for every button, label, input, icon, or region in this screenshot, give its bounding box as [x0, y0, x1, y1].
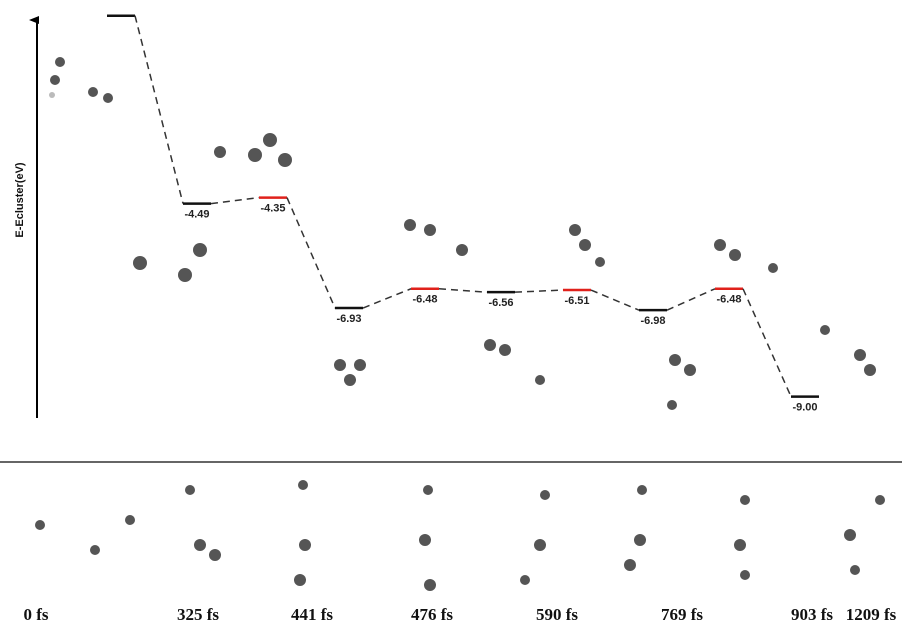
- value-label: -6.98: [640, 315, 665, 327]
- snapshot-label: 441 fs: [291, 605, 333, 624]
- connector: [590, 289, 640, 311]
- snapshot-label: 590 fs: [536, 605, 578, 624]
- value-label: -6.51: [564, 295, 589, 307]
- connector: [286, 197, 336, 309]
- value-label: -6.93: [336, 313, 361, 325]
- molecule-decor: [35, 57, 885, 591]
- snapshot-label: 0 fs: [23, 605, 48, 624]
- snapshot-label: 325 fs: [177, 605, 219, 624]
- value-label: -6.48: [412, 294, 437, 306]
- y-axis-label: E-Ecluster(eV): [14, 162, 26, 238]
- connector: [210, 196, 260, 205]
- value-label: -4.49: [184, 208, 209, 220]
- connector: [666, 288, 716, 311]
- snapshot-label: 769 fs: [661, 605, 703, 624]
- value-label: -6.56: [488, 297, 513, 309]
- connector: [362, 288, 412, 309]
- connector: [134, 15, 184, 204]
- connector: [438, 288, 488, 293]
- connector: [742, 288, 792, 397]
- snapshot-label: 476 fs: [411, 605, 453, 624]
- value-label: -6.48: [716, 294, 741, 306]
- snapshot-label: 1209 fs: [846, 605, 897, 624]
- snapshot-label: 903 fs: [791, 605, 833, 624]
- value-label: -4.35: [260, 203, 285, 215]
- connector: [514, 289, 564, 293]
- value-label: -9.00: [792, 402, 817, 414]
